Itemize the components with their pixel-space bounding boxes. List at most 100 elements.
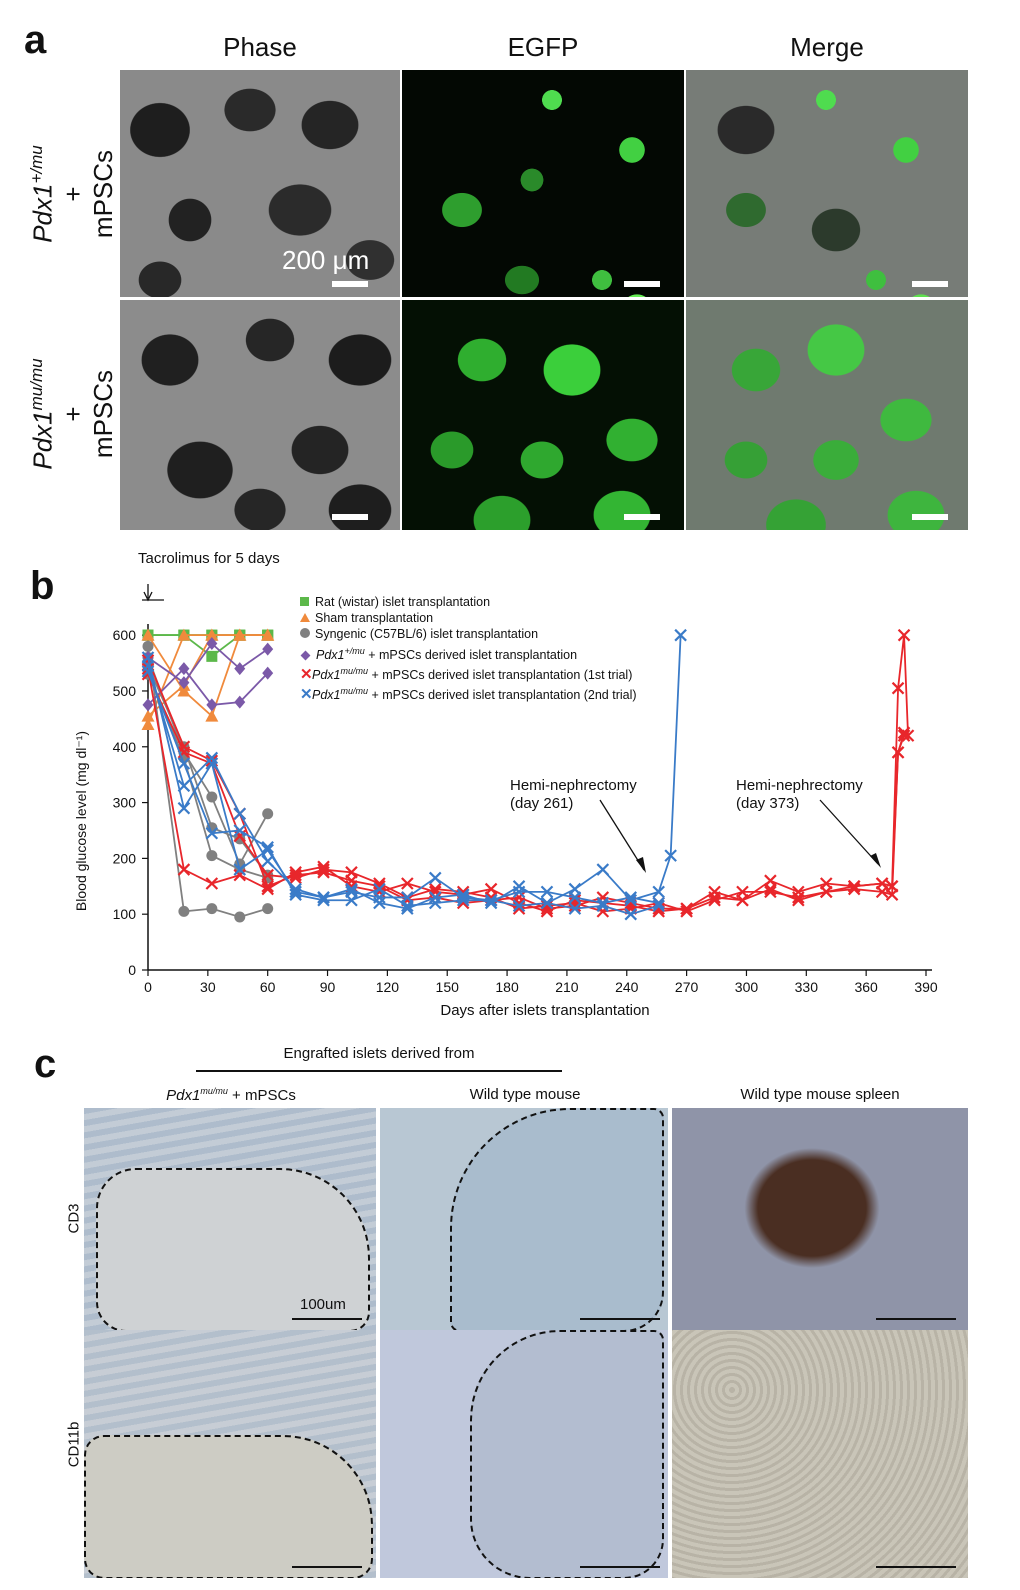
circle-marker bbox=[142, 640, 154, 652]
x-marker bbox=[317, 893, 330, 907]
chart-legend: Rat (wistar) islet transplantation Sham … bbox=[300, 594, 637, 704]
x-marker bbox=[596, 899, 610, 913]
x-tick-label: 180 bbox=[495, 979, 519, 995]
x-tick-label: 30 bbox=[200, 979, 216, 995]
x-marker bbox=[261, 854, 274, 868]
row-plus: + bbox=[57, 406, 88, 422]
x-marker bbox=[177, 801, 191, 815]
x-marker bbox=[792, 891, 805, 904]
x-marker bbox=[652, 902, 665, 915]
circle-marker bbox=[262, 903, 274, 915]
x-marker bbox=[764, 882, 777, 896]
x-marker bbox=[512, 899, 526, 913]
circle-marker-icon bbox=[300, 628, 310, 639]
legend-gene: Pdx1 bbox=[316, 647, 345, 662]
legend-entry: Sham transplantation bbox=[300, 610, 637, 626]
x-marker bbox=[736, 893, 749, 907]
triangle-marker bbox=[141, 709, 155, 722]
x-marker bbox=[177, 740, 191, 754]
x-marker bbox=[847, 880, 861, 893]
legend-text: + mPSCs derived islet transplantation (2… bbox=[368, 688, 637, 703]
tacrolimus-label: Tacrolimus for 5 days bbox=[138, 550, 280, 567]
row-genotype: mu/mu bbox=[27, 358, 46, 411]
legend-gene: Pdx1 bbox=[312, 668, 341, 683]
x-tick-label: 300 bbox=[735, 979, 759, 995]
x-marker bbox=[624, 891, 638, 904]
circle-marker bbox=[234, 833, 246, 845]
row-gene: Pdx1 bbox=[27, 410, 58, 470]
micrograph-egfp-het bbox=[402, 70, 684, 297]
row-label-cd3: CD3 bbox=[65, 1203, 83, 1234]
panel-b-letter: b bbox=[30, 564, 55, 608]
x-marker bbox=[428, 896, 442, 910]
x-marker bbox=[568, 891, 582, 904]
ihc-cd11b-pdx1 bbox=[84, 1330, 376, 1578]
row-cells: mPSCs bbox=[87, 149, 118, 239]
x-marker bbox=[764, 885, 777, 899]
x-marker bbox=[233, 868, 247, 882]
triangle-marker-icon bbox=[300, 613, 310, 623]
legend-genotype: mu/mu bbox=[340, 686, 369, 697]
scale-bar bbox=[580, 1318, 660, 1320]
triangle-marker bbox=[261, 628, 275, 641]
legend-gene: Pdx1 bbox=[312, 688, 341, 703]
column-text: + mPSCs bbox=[227, 1087, 296, 1104]
circle-marker bbox=[206, 791, 218, 803]
legend-entry: Syngenic (C57BL/6) islet transplantation bbox=[300, 626, 637, 642]
row-label-pdx1-hom: Pdx1mu/mu + mPSCs bbox=[22, 324, 118, 504]
scale-bar bbox=[624, 281, 660, 287]
x-marker bbox=[624, 893, 638, 907]
x-marker bbox=[233, 863, 247, 876]
x-marker bbox=[891, 746, 905, 759]
x-tick-label: 330 bbox=[795, 979, 819, 995]
scale-bar bbox=[912, 514, 948, 520]
scale-bar bbox=[332, 281, 368, 287]
annotation-line: (day 373) bbox=[736, 795, 800, 812]
x-marker bbox=[373, 896, 386, 910]
circle-marker bbox=[262, 808, 274, 820]
annotation-arrow-373 bbox=[819, 799, 879, 865]
row-label-cd11b: CD11b bbox=[65, 1421, 83, 1468]
micrograph-merge-het bbox=[686, 70, 968, 297]
triangle-marker bbox=[141, 717, 155, 730]
scale-bar bbox=[292, 1566, 362, 1568]
y-tick-label: 400 bbox=[113, 739, 137, 755]
x-marker bbox=[373, 882, 386, 896]
x-marker bbox=[401, 899, 414, 913]
column-header-wild-type-spleen: Wild type mouse spleen bbox=[740, 1086, 900, 1103]
x-marker bbox=[261, 880, 274, 893]
annotation-line: Hemi-nephrectomy bbox=[510, 777, 637, 794]
x-marker bbox=[177, 779, 191, 793]
annotation-arrowhead-373 bbox=[870, 853, 881, 868]
x-marker bbox=[233, 824, 247, 837]
legend-entry: ✕Pdx1mu/mu + mPSCs derived islet transpl… bbox=[300, 663, 637, 683]
x-marker bbox=[891, 681, 905, 695]
triangle-marker bbox=[205, 709, 219, 722]
x-marker bbox=[205, 826, 219, 840]
annotation-line: Hemi-nephrectomy bbox=[736, 777, 863, 794]
panel-a-letter: a bbox=[24, 18, 47, 62]
legend-text: + mPSCs derived islet transplantation (1… bbox=[368, 668, 633, 683]
micrograph-phase-het bbox=[120, 70, 400, 297]
x-marker bbox=[897, 726, 911, 740]
y-tick-label: 0 bbox=[128, 962, 136, 978]
x-marker bbox=[596, 863, 610, 876]
x-marker bbox=[289, 888, 302, 901]
y-axis-label: Blood glucose level (mg dl⁻¹) bbox=[73, 731, 89, 911]
x-marker bbox=[141, 665, 155, 678]
square-marker-icon bbox=[300, 597, 309, 606]
scale-label-100um: 100um bbox=[300, 1296, 346, 1313]
circle-marker bbox=[206, 850, 218, 862]
x-marker bbox=[177, 863, 191, 876]
y-tick-label: 200 bbox=[113, 850, 137, 866]
diamond-marker bbox=[178, 676, 190, 690]
x-tick-label: 90 bbox=[320, 979, 336, 995]
scale-bar bbox=[292, 1318, 362, 1320]
x-marker bbox=[875, 877, 889, 890]
x-tick-label: 120 bbox=[376, 979, 400, 995]
diamond-marker bbox=[234, 662, 246, 676]
diamond-marker-icon bbox=[300, 650, 311, 661]
x-tick-label: 0 bbox=[144, 979, 152, 995]
engrafted-header-rule bbox=[196, 1070, 562, 1072]
series-line bbox=[147, 667, 269, 706]
